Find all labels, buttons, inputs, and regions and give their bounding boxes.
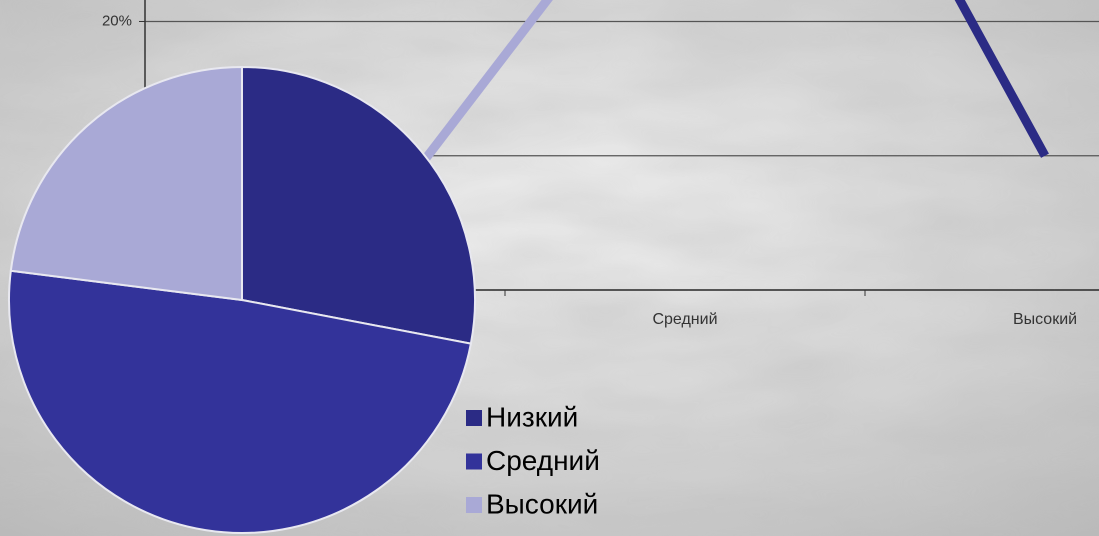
- legend-swatch: [466, 453, 482, 470]
- x-tick-label: Высокий: [1013, 311, 1077, 328]
- legend-swatch: [466, 410, 482, 426]
- y-tick-label: 20%: [102, 12, 132, 29]
- pie-slice: [8, 269, 473, 534]
- pie-slice: [241, 65, 476, 345]
- legend-label: Низкий: [486, 401, 578, 432]
- x-tick-label: Средний: [652, 311, 717, 328]
- series-line: [954, 0, 1049, 158]
- pie-slice: [9, 65, 243, 302]
- legend-label: Средний: [486, 445, 600, 476]
- legend-label: Высокий: [486, 488, 598, 519]
- legend-swatch: [466, 497, 482, 513]
